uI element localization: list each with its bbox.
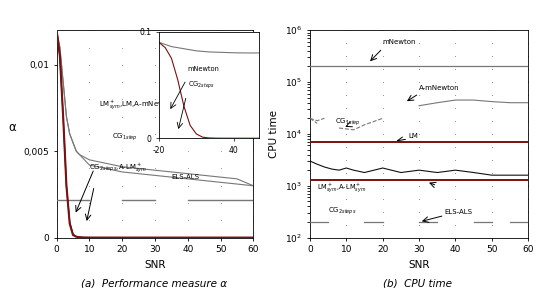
Text: CG$_{2steps}$: CG$_{2steps}$ [188,80,215,91]
Text: CG$_{1step}$: CG$_{1step}$ [112,132,138,143]
Text: LM$^+_{sym}$,LM,A-mNewton$_+$: LM$^+_{sym}$,LM,A-mNewton$_+$ [99,98,182,112]
Text: (a)  Performance measure α: (a) Performance measure α [80,278,227,288]
Text: A-mNewton: A-mNewton [419,85,460,91]
Text: ELS-ALS: ELS-ALS [171,174,199,180]
Text: CG$_{2steps}$: CG$_{2steps}$ [328,206,357,217]
Y-axis label: α: α [8,121,16,134]
Text: LM$^+_{sym}$,A-LM$^+_{sym}$: LM$^+_{sym}$,A-LM$^+_{sym}$ [317,182,367,195]
Text: CG$_{2steps}$,A-LM$^+_{sym}$: CG$_{2steps}$,A-LM$^+_{sym}$ [89,162,148,175]
Y-axis label: CPU time: CPU time [270,110,279,158]
Text: ELS-ALS: ELS-ALS [445,209,473,215]
Text: mNewton: mNewton [188,66,219,72]
Text: (b)  CPU time: (b) CPU time [383,278,452,288]
X-axis label: SNR: SNR [144,260,165,270]
X-axis label: SNR: SNR [409,260,430,270]
Text: mNewton: mNewton [383,39,416,45]
Text: CG$_{1step}$: CG$_{1step}$ [335,116,361,128]
Text: LM: LM [408,132,418,139]
